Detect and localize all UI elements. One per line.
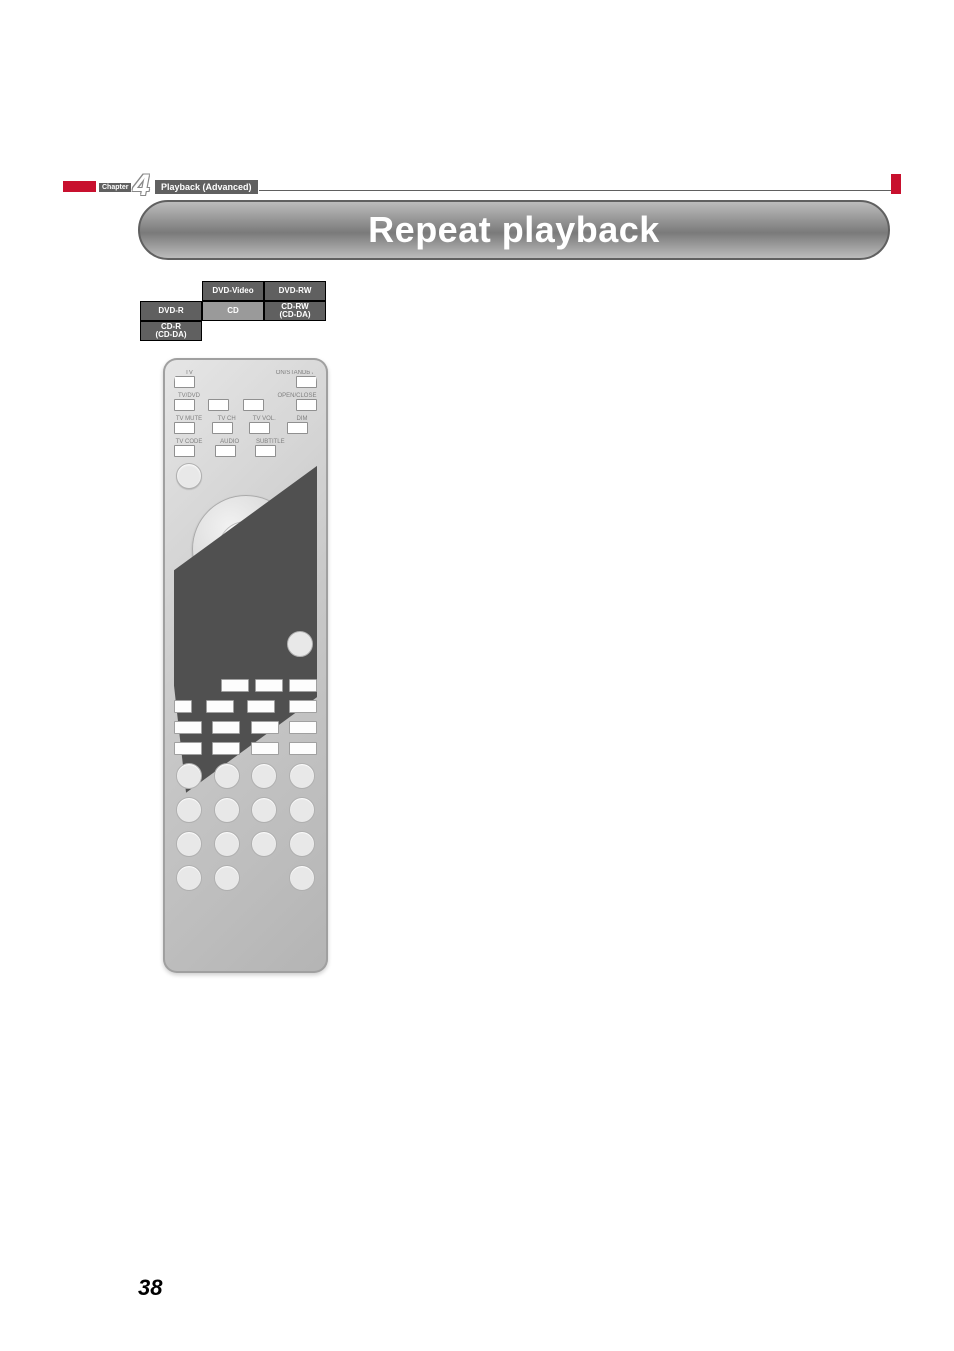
accent-bar <box>63 181 96 192</box>
remote-round-button[interactable] <box>176 763 202 789</box>
remote-button[interactable] <box>243 399 264 411</box>
remote-round-button[interactable] <box>214 763 240 789</box>
tv-button[interactable] <box>174 376 195 388</box>
nav-dial <box>174 495 317 615</box>
subtitle-button[interactable] <box>255 445 276 457</box>
remote-button[interactable] <box>208 399 229 411</box>
badge-dvd-video: DVD-Video <box>202 281 264 301</box>
remote-round-button[interactable] <box>289 831 315 857</box>
remote-label-onstandby: ON/STANDBY <box>273 370 317 376</box>
badge-cd-r: CD-R (CD-DA) <box>140 321 202 341</box>
remote-button[interactable] <box>251 721 279 734</box>
remote-button[interactable] <box>251 742 279 755</box>
badge-dvd-rw: DVD-RW <box>264 281 326 301</box>
header-rule <box>259 190 891 191</box>
tvmute-button[interactable] <box>174 422 195 434</box>
badge-cd-rw: CD-RW (CD-DA) <box>264 301 326 321</box>
format-badges: DVD-Video DVD-RW DVD-R CD CD-RW (CD-DA) … <box>140 281 326 341</box>
spacer <box>251 865 277 891</box>
chapter-header: Chapter 4 Playback (Advanced) <box>63 172 954 192</box>
badge-cd: CD <box>202 301 264 321</box>
remote-round-button[interactable] <box>289 763 315 789</box>
tvdvd-button[interactable] <box>174 399 195 411</box>
chapter-label: Chapter <box>99 183 131 192</box>
remote-button[interactable] <box>212 721 240 734</box>
remote-button[interactable] <box>174 700 192 713</box>
chapter-number: 4 <box>133 169 150 203</box>
remote-label-tvmute: TV MUTE <box>174 416 204 422</box>
remote-button[interactable] <box>289 721 317 734</box>
remote-round-button[interactable] <box>214 831 240 857</box>
remote-round-button[interactable] <box>251 763 277 789</box>
tvcode-button[interactable] <box>174 445 195 457</box>
tvch-button[interactable] <box>212 422 233 434</box>
page-title: Repeat playback <box>368 209 660 251</box>
remote-round-button[interactable] <box>176 797 202 823</box>
remote-control: TV ON/STANDBY TV/DVD OPEN/CLOSE TV MUTE … <box>163 358 328 973</box>
remote-round-button[interactable] <box>251 797 277 823</box>
remote-round-button[interactable] <box>214 797 240 823</box>
audio-button[interactable] <box>215 445 236 457</box>
accent-tab-right <box>891 174 901 194</box>
remote-round-button[interactable] <box>289 865 315 891</box>
remote-button[interactable] <box>206 700 234 713</box>
badge-dvd-r: DVD-R <box>140 301 202 321</box>
remote-round-button[interactable] <box>289 797 315 823</box>
onstandby-button[interactable] <box>296 376 317 388</box>
remote-label-tvdvd: TV/DVD <box>174 393 204 399</box>
tvvol-button[interactable] <box>249 422 270 434</box>
menu-button[interactable] <box>287 631 313 657</box>
page-number: 38 <box>138 1275 162 1301</box>
remote-button[interactable] <box>212 742 240 755</box>
section-tag: Playback (Advanced) <box>155 180 258 194</box>
remote-button[interactable] <box>289 742 317 755</box>
remote-round-button[interactable] <box>176 463 202 489</box>
openclose-button[interactable] <box>296 399 317 411</box>
remote-button[interactable] <box>221 679 249 692</box>
remote-button[interactable] <box>289 700 317 713</box>
remote-label-tvcode: TV CODE <box>174 439 204 445</box>
page-title-pill: Repeat playback <box>138 200 890 260</box>
remote-round-button[interactable] <box>176 865 202 891</box>
remote-button[interactable] <box>289 679 317 692</box>
remote-label-subtitle: SUBTITLE <box>255 439 285 445</box>
remote-label-tvvol: TV VOL. <box>249 416 279 422</box>
remote-label-openclose: OPEN/CLOSE <box>277 393 317 399</box>
dim-button[interactable] <box>287 422 308 434</box>
remote-round-button[interactable] <box>214 865 240 891</box>
remote-button[interactable] <box>255 679 283 692</box>
remote-label-audio: AUDIO <box>215 439 245 445</box>
remote-button[interactable] <box>174 742 202 755</box>
remote-round-button[interactable] <box>176 831 202 857</box>
remote-button[interactable] <box>247 700 275 713</box>
remote-round-button[interactable] <box>251 831 277 857</box>
remote-button[interactable] <box>174 721 202 734</box>
